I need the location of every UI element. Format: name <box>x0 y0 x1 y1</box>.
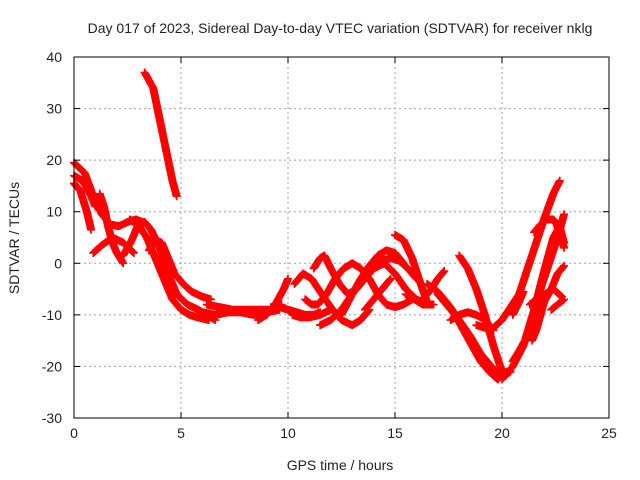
data-points <box>70 68 569 384</box>
x-axis-label: GPS time / hours <box>287 457 394 473</box>
series-track-36 <box>547 295 569 314</box>
series-track-37 <box>551 218 569 252</box>
data-point <box>559 262 568 271</box>
data-point <box>560 210 569 219</box>
x-tick-label: 15 <box>387 425 403 441</box>
data-point <box>172 192 181 201</box>
data-point <box>519 287 528 296</box>
series-track-12 <box>254 274 292 325</box>
data-point <box>555 176 564 185</box>
x-tick-label: 10 <box>280 425 296 441</box>
series-track-14 <box>288 305 335 322</box>
data-point <box>87 225 96 234</box>
series-track-35 <box>527 295 549 345</box>
x-axis: 0 5 10 15 20 25 <box>70 57 617 441</box>
x-tick-label: 0 <box>70 425 78 441</box>
y-tick-label: -10 <box>42 307 62 323</box>
plot-frame <box>73 56 610 419</box>
data-point <box>560 261 569 270</box>
chart-title: Day 017 of 2023, Sidereal Day-to-day VTE… <box>88 20 593 36</box>
data-point <box>558 296 567 305</box>
series-track-23 <box>418 267 449 304</box>
grid-lines <box>74 57 609 418</box>
series-track-19 <box>337 246 408 319</box>
series-track-20 <box>361 274 395 314</box>
y-tick-label: -30 <box>42 410 62 426</box>
data-point <box>429 300 438 309</box>
series-track-22 <box>401 290 438 309</box>
data-point <box>129 248 138 257</box>
y-tick-label: 20 <box>46 152 62 168</box>
data-point <box>560 243 569 252</box>
y-tick-label: 10 <box>46 204 62 220</box>
data-point <box>439 267 448 276</box>
data-point <box>398 258 407 267</box>
data-point <box>119 259 128 268</box>
series-track-2 <box>70 179 96 234</box>
series-track-9 <box>140 68 181 201</box>
data-point <box>386 274 395 283</box>
y-tick-label: -20 <box>42 358 62 374</box>
x-tick-label: 5 <box>177 425 185 441</box>
data-point <box>284 274 292 283</box>
y-axis: -30 -20 -10 0 10 20 30 40 <box>42 49 609 426</box>
y-axis-label: SDTVAR / TECUs <box>6 182 22 294</box>
series-track-31 <box>508 287 528 319</box>
series-track-27 <box>446 308 498 335</box>
y-tick-label: 40 <box>46 49 62 65</box>
y-tick-label: 30 <box>46 101 62 117</box>
y-tick-label: 0 <box>54 255 62 271</box>
data-point <box>91 202 100 211</box>
data-point <box>399 259 408 268</box>
data-point <box>540 295 549 304</box>
data-point <box>128 248 137 257</box>
series-track-4 <box>95 189 128 268</box>
series-track-8 <box>144 236 215 304</box>
data-point <box>385 275 394 284</box>
data-point <box>440 267 449 276</box>
x-tick-label: 25 <box>601 425 617 441</box>
x-tick-label: 20 <box>494 425 510 441</box>
data-point <box>560 295 569 304</box>
series-track-6 <box>119 218 220 325</box>
